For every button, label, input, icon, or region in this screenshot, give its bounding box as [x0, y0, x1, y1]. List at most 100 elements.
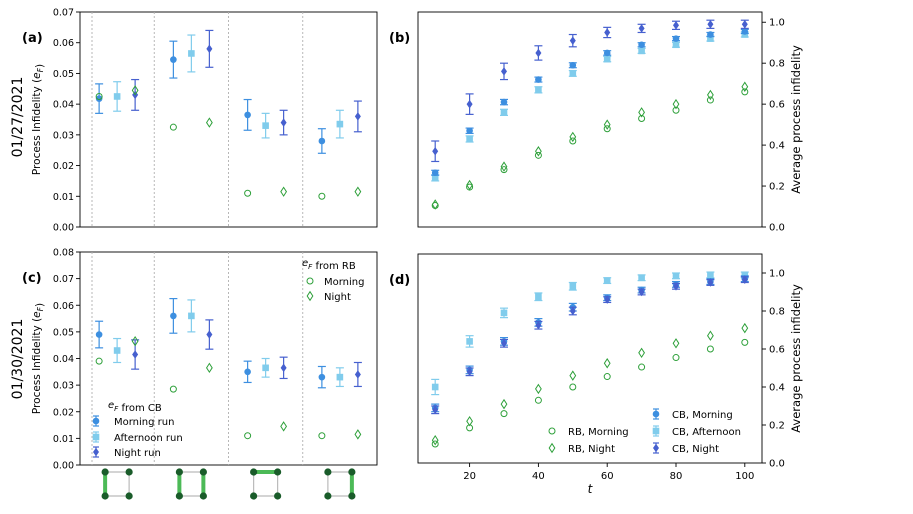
data-point	[603, 373, 611, 381]
y-tick-label: 0.06	[53, 38, 74, 49]
y-tick-label: 0.03	[53, 381, 74, 392]
y-tick-label: 0.0	[769, 459, 785, 470]
cb-point	[244, 111, 251, 119]
data-point	[741, 338, 749, 346]
y-tick-label: 0.4	[769, 383, 785, 394]
y-tick-label: 1.0	[769, 18, 785, 29]
legend-label: CB, Morning	[672, 410, 733, 421]
data-point	[569, 370, 577, 381]
data-point	[638, 347, 645, 359]
cb-point	[354, 370, 361, 379]
data-point	[741, 81, 749, 92]
qubit-node	[175, 468, 183, 476]
cb-point	[244, 368, 251, 376]
qubit-node	[274, 492, 282, 500]
axes-frame-d	[417, 253, 763, 464]
data-point	[466, 99, 473, 109]
data-point	[431, 440, 439, 448]
data-point	[466, 135, 473, 143]
date-label-c: 01/30/2021	[10, 319, 26, 400]
data-point	[603, 358, 611, 369]
rb-point	[244, 189, 252, 197]
data-point	[741, 28, 749, 35]
x-tick-label: 100	[735, 471, 754, 482]
y-tick-label: 0.08	[53, 248, 74, 259]
data-point	[604, 295, 611, 304]
rb-point	[318, 192, 326, 200]
rb-point	[280, 186, 288, 197]
data-point	[741, 88, 749, 96]
panel-label: (a)	[22, 31, 43, 46]
y-tick-label: 0.06	[53, 301, 74, 312]
axes-frame-b	[417, 11, 763, 228]
cb-point	[280, 363, 287, 373]
cb-point	[132, 350, 139, 359]
data-point	[672, 35, 680, 42]
y-tick-label: 0.02	[53, 161, 74, 172]
y-tick-label: 0.6	[769, 100, 785, 111]
y-tick-label: 0.4	[769, 141, 785, 152]
qubit-diagram-pair-4	[324, 468, 356, 500]
y-tick-label: 1.0	[769, 269, 785, 280]
data-point	[603, 277, 611, 284]
data-point	[500, 98, 508, 106]
rb-point	[280, 421, 288, 432]
rb-point	[95, 357, 103, 365]
data-point	[569, 137, 577, 145]
rb-point	[205, 362, 213, 374]
data-point	[603, 49, 611, 57]
data-point	[569, 70, 577, 77]
data-point	[741, 275, 748, 284]
rb-point	[169, 123, 177, 131]
qubit-node	[348, 492, 356, 500]
data-point	[535, 320, 542, 330]
cb-point	[95, 331, 103, 338]
data-point	[500, 109, 508, 116]
legend-marker	[652, 410, 660, 418]
legend-marker	[652, 427, 660, 435]
y-tick-label: 0.0	[769, 223, 785, 234]
legend-marker	[548, 442, 556, 454]
data-point	[707, 19, 714, 29]
y-axis-label: Average process infidelity	[789, 284, 803, 433]
legend-marker	[92, 433, 100, 441]
y-axis-label: Process Infidelity (eF)	[31, 64, 46, 175]
y-tick-label: 0.01	[53, 192, 74, 203]
data-point	[672, 41, 680, 49]
qubit-node	[199, 492, 207, 500]
legend-title: eF from CB	[108, 400, 162, 414]
data-point	[432, 146, 439, 156]
date-label-a: 01/27/2021	[10, 77, 26, 158]
data-point	[569, 36, 576, 45]
y-tick-label: 0.07	[53, 8, 74, 19]
data-point	[500, 398, 508, 410]
data-point	[569, 283, 577, 290]
qubit-node	[348, 468, 356, 476]
qubit-node	[125, 492, 133, 500]
rb-point	[95, 92, 103, 100]
panel-label: (b)	[389, 31, 410, 46]
y-tick-label: 0.2	[769, 421, 785, 432]
data-point	[569, 306, 576, 316]
data-point	[673, 21, 679, 30]
data-point	[672, 338, 680, 349]
cb-point	[336, 120, 344, 128]
y-tick-label: 0.03	[53, 130, 74, 141]
rb-point	[354, 186, 362, 197]
data-point	[535, 48, 542, 58]
legend-title: eF from RB	[302, 258, 356, 272]
y-tick-label: 0.05	[53, 69, 74, 80]
data-point	[638, 287, 645, 297]
legend-marker	[92, 417, 100, 425]
data-point	[535, 293, 542, 301]
data-point	[535, 76, 542, 83]
data-point	[431, 169, 439, 177]
data-point	[431, 383, 439, 391]
y-tick-label: 0.04	[53, 354, 74, 365]
data-point	[741, 19, 748, 29]
data-point	[638, 274, 645, 282]
legend-marker	[93, 447, 99, 457]
legend-label: CB, Afternoon	[672, 427, 741, 438]
data-point	[431, 199, 439, 210]
